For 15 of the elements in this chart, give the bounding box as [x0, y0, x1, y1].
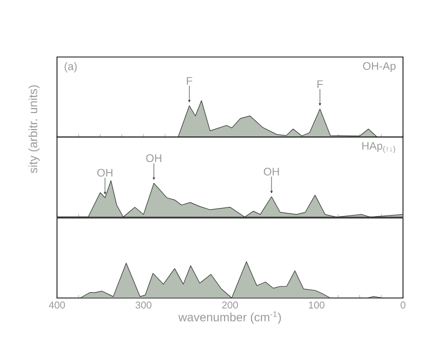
- x-tick-label: 400: [48, 302, 65, 309]
- x-tick-label: 200: [222, 302, 238, 309]
- annotation: OH: [264, 168, 279, 176]
- text: (a): [64, 62, 77, 72]
- x-axis-title: wavenumber (cm$^{-1}$): [178, 311, 281, 324]
- annotation: OH: [97, 168, 112, 177]
- annotation: F: [318, 80, 323, 88]
- annotation: F: [186, 77, 192, 85]
- annotation: OH: [146, 154, 162, 162]
- text: HAp$_{(↑↓)}$: [362, 142, 396, 154]
- x-tick-label: 0: [400, 302, 406, 309]
- x-tick-label: 300: [136, 302, 152, 309]
- text: OH-Ap: [363, 62, 396, 72]
- x-tick-label: 100: [308, 302, 324, 309]
- y-axis-title: sity (arbitr. units): [28, 85, 40, 174]
